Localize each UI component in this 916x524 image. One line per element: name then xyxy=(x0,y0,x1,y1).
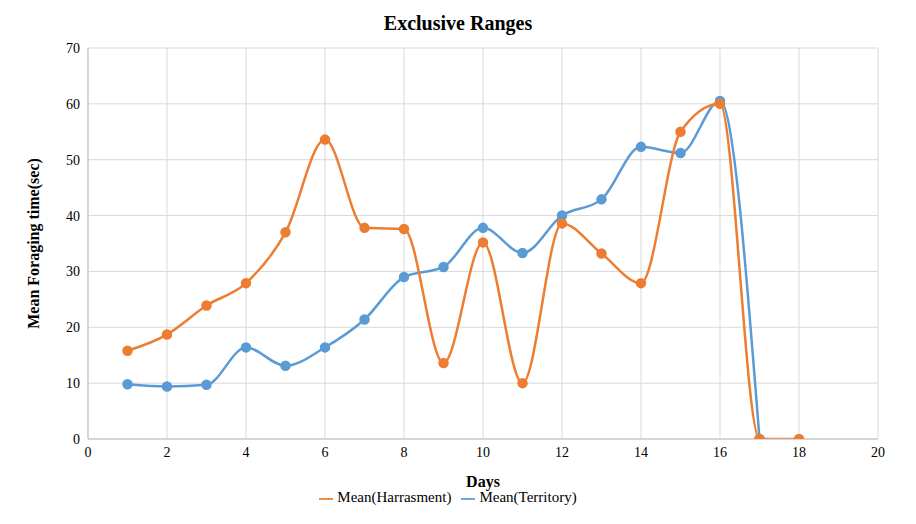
svg-text:0: 0 xyxy=(85,445,92,460)
svg-text:50: 50 xyxy=(66,153,80,168)
svg-text:30: 30 xyxy=(66,264,80,279)
svg-text:4: 4 xyxy=(243,445,250,460)
svg-text:10: 10 xyxy=(476,445,490,460)
svg-text:0: 0 xyxy=(73,432,80,447)
svg-text:Mean Foraging time(sec): Mean Foraging time(sec) xyxy=(25,158,43,329)
svg-text:16: 16 xyxy=(713,445,727,460)
svg-text:2: 2 xyxy=(164,445,171,460)
svg-text:18: 18 xyxy=(792,445,806,460)
svg-text:Days: Days xyxy=(466,473,500,491)
svg-text:14: 14 xyxy=(634,445,648,460)
html-text:Mean(Territory): Mean(Territory) xyxy=(479,489,577,505)
svg-text:20: 20 xyxy=(871,445,885,460)
svg-text:10: 10 xyxy=(66,376,80,391)
svg-text:60: 60 xyxy=(66,97,80,112)
svg-text:8: 8 xyxy=(401,445,408,460)
svg-text:40: 40 xyxy=(66,209,80,224)
svg-text:12: 12 xyxy=(555,445,569,460)
svg-text:6: 6 xyxy=(322,445,329,460)
svg-text:20: 20 xyxy=(66,320,80,335)
html-text:Exclusive Ranges: Exclusive Ranges xyxy=(383,12,533,34)
svg-text:70: 70 xyxy=(66,41,80,56)
html-text:Mean(Harrasment): Mean(Harrasment) xyxy=(337,489,452,505)
